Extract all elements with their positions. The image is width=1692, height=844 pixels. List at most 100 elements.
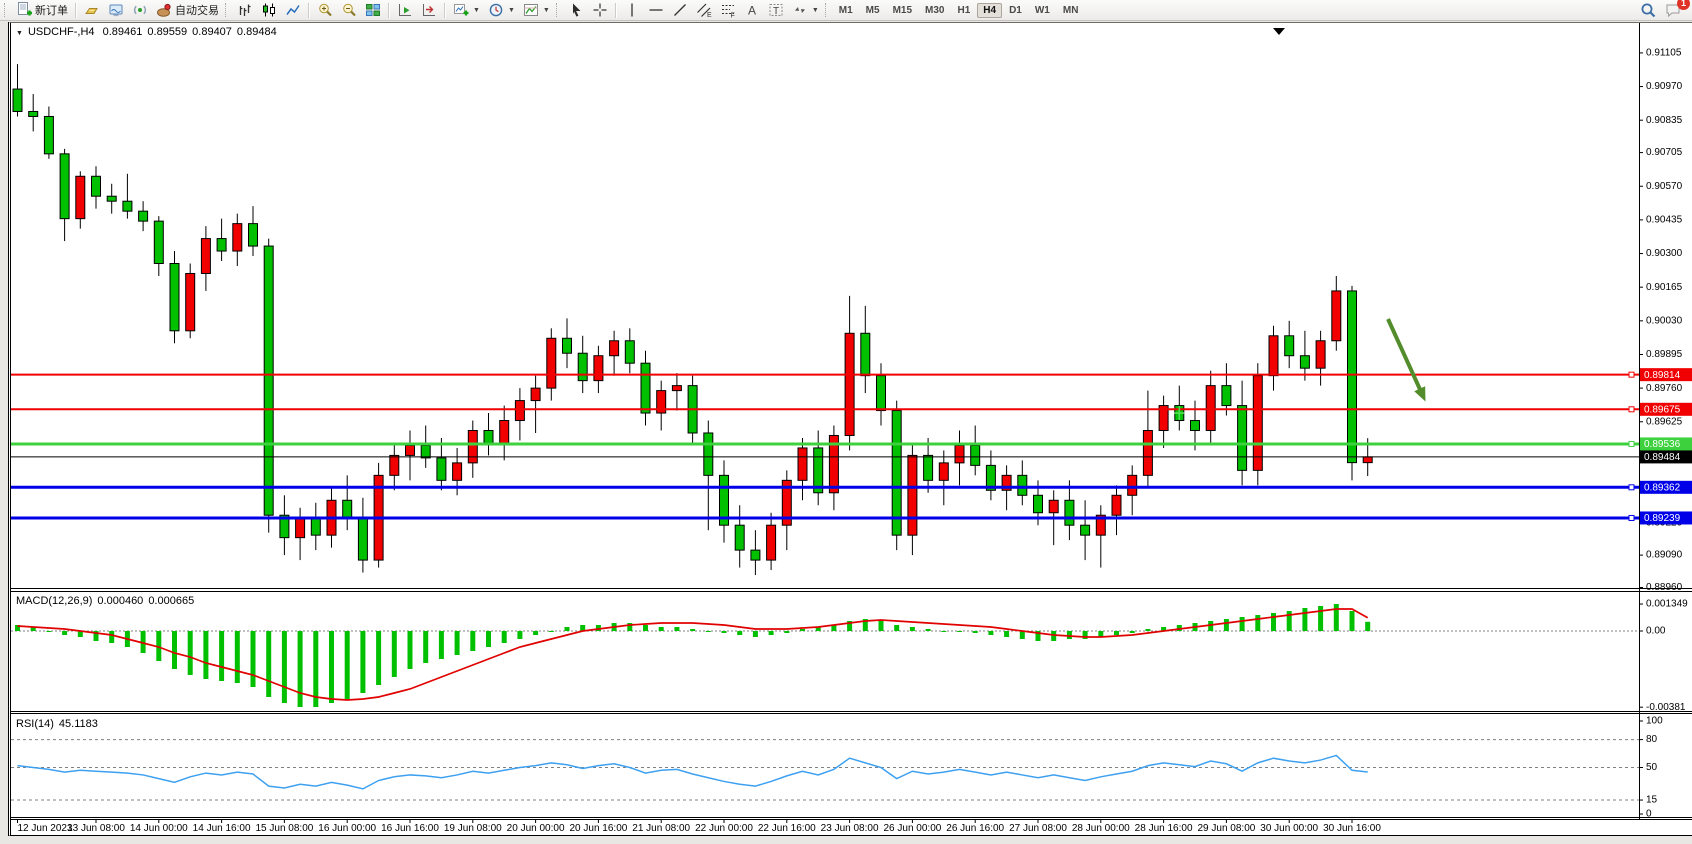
candle (766, 524, 777, 561)
trend-arrow[interactable] (1386, 318, 1425, 397)
trendline-tool-button[interactable] (668, 0, 692, 21)
horizontal-line-tool-button[interactable] (644, 0, 668, 21)
candle (200, 238, 211, 274)
price-chart[interactable]: 0.91105 0.90970 0.90835 0.90705 0.90570 0.904… (11, 23, 1692, 835)
svg-text:27 Jun 08:00: 27 Jun 08:00 (1009, 823, 1067, 834)
equidistant-channel-icon: E (696, 2, 712, 18)
separator (75, 2, 77, 18)
macd-bar (376, 631, 382, 685)
fibonacci-tool-button[interactable]: F (716, 0, 740, 21)
vertical-line-tool-button[interactable] (620, 0, 644, 21)
text-tool-button[interactable]: A (740, 0, 764, 21)
hlines-layer: 0.89814 0.89675 0.89536 0.89362 0.89239 0.894… (11, 368, 1692, 525)
candle (310, 517, 321, 536)
crosshair-tool-button[interactable] (588, 0, 612, 21)
zoom-in-button[interactable] (313, 0, 337, 21)
macd-bar (360, 631, 366, 693)
svg-text:22 Jun 00:00: 22 Jun 00:00 (695, 823, 753, 834)
timeframe-h4[interactable]: H4 (977, 2, 1003, 18)
macd-bar (1176, 625, 1182, 631)
cross-marker[interactable] (1174, 406, 1185, 421)
add-indicator-button[interactable]: ▼ (449, 0, 484, 21)
svg-text:23 Jun 08:00: 23 Jun 08:00 (821, 823, 879, 834)
candle (750, 549, 761, 561)
macd-bar (203, 631, 209, 679)
candle (138, 210, 149, 222)
candle (232, 223, 243, 252)
rsi-pane: 100 80 50 15 0 (11, 716, 1663, 820)
timeframe-m1[interactable]: M1 (838, 4, 853, 16)
svg-text:15: 15 (1646, 795, 1658, 806)
chart-shift-button[interactable] (417, 0, 441, 21)
autotrading-button[interactable]: 自动交易 (152, 0, 223, 21)
candle (106, 195, 117, 202)
zoom-in-icon (317, 2, 333, 18)
macd-bar (564, 627, 570, 631)
candle (1095, 514, 1106, 536)
candle (1142, 429, 1153, 476)
candle (1284, 335, 1295, 357)
clock-icon (488, 2, 504, 18)
timeframe-d1[interactable]: D1 (1009, 4, 1022, 16)
svg-text:0: 0 (1646, 809, 1652, 820)
macd-bar (329, 631, 334, 703)
macd-bar (156, 631, 162, 661)
new-order-button[interactable]: 新订单 (12, 0, 72, 21)
macd-bar (988, 631, 994, 635)
arrows-tool-button[interactable]: ▼ (788, 0, 823, 21)
macd-bar (580, 625, 586, 631)
channel-tool-button[interactable]: E (692, 0, 716, 21)
macd-bar (847, 621, 853, 631)
timeframe-mn[interactable]: MN (1062, 4, 1079, 16)
candlestick-mode-button[interactable] (257, 0, 281, 21)
svg-text:28 Jun 16:00: 28 Jun 16:00 (1135, 823, 1193, 834)
bar-chart-mode-button[interactable] (233, 0, 257, 21)
bid-price-badge: 0.89484 (1640, 450, 1692, 464)
toolbar-grip (225, 3, 230, 17)
svg-text:16 Jun 16:00: 16 Jun 16:00 (381, 823, 439, 834)
text-label-tool-button[interactable]: T (764, 0, 788, 21)
candle (640, 362, 651, 414)
svg-text:28 Jun 00:00: 28 Jun 00:00 (1072, 823, 1130, 834)
timeframe-m15[interactable]: M15 (892, 4, 913, 16)
search-button[interactable] (1636, 0, 1661, 21)
pane-frames (11, 23, 1692, 820)
symbol-dropdown-icon[interactable]: ▼ (16, 30, 23, 37)
macd-bar (690, 629, 696, 631)
candle (263, 245, 274, 516)
collapse-arrow-icon[interactable] (1273, 28, 1285, 35)
macd-label: MACD(12,26,9) 0.000460 0.000665 (16, 595, 195, 607)
candle (185, 272, 196, 332)
separator (388, 2, 390, 18)
horizontal-line-icon (648, 2, 664, 18)
market-watch-button[interactable] (80, 0, 104, 21)
chat-button[interactable]: 1 (1661, 0, 1690, 21)
timeframe-w1[interactable]: W1 (1034, 4, 1050, 16)
candle (295, 517, 306, 539)
macd-bar (1239, 617, 1245, 631)
svg-text:20 Jun 00:00: 20 Jun 00:00 (507, 823, 565, 834)
text-label-icon: T (768, 2, 784, 18)
timeframe-h1[interactable]: H1 (957, 4, 971, 16)
vertical-line-icon (624, 2, 640, 18)
candle (1190, 420, 1200, 431)
cursor-tool-button[interactable] (564, 0, 588, 21)
signals-button[interactable] (128, 0, 152, 21)
line-chart-mode-button[interactable] (281, 0, 305, 21)
candle (1221, 385, 1232, 407)
web-terminal-button[interactable] (104, 0, 128, 21)
templates-button[interactable]: ▼ (519, 0, 554, 21)
tile-windows-button[interactable] (361, 0, 385, 21)
svg-text:0.89814: 0.89814 (1644, 370, 1681, 381)
zoom-out-button[interactable] (337, 0, 361, 21)
timeframe-m30[interactable]: M30 (925, 4, 945, 16)
macd-bar (109, 631, 115, 643)
candle (970, 444, 981, 466)
svg-text:E: E (707, 12, 712, 18)
macd-bar (407, 631, 413, 669)
periods-button[interactable]: ▼ (484, 0, 519, 21)
main-toolbar: 新订单 自动交易 (0, 0, 1692, 21)
macd-bar (1208, 621, 1214, 631)
timeframe-m5[interactable]: M5 (865, 4, 880, 16)
auto-scroll-button[interactable] (393, 0, 417, 21)
